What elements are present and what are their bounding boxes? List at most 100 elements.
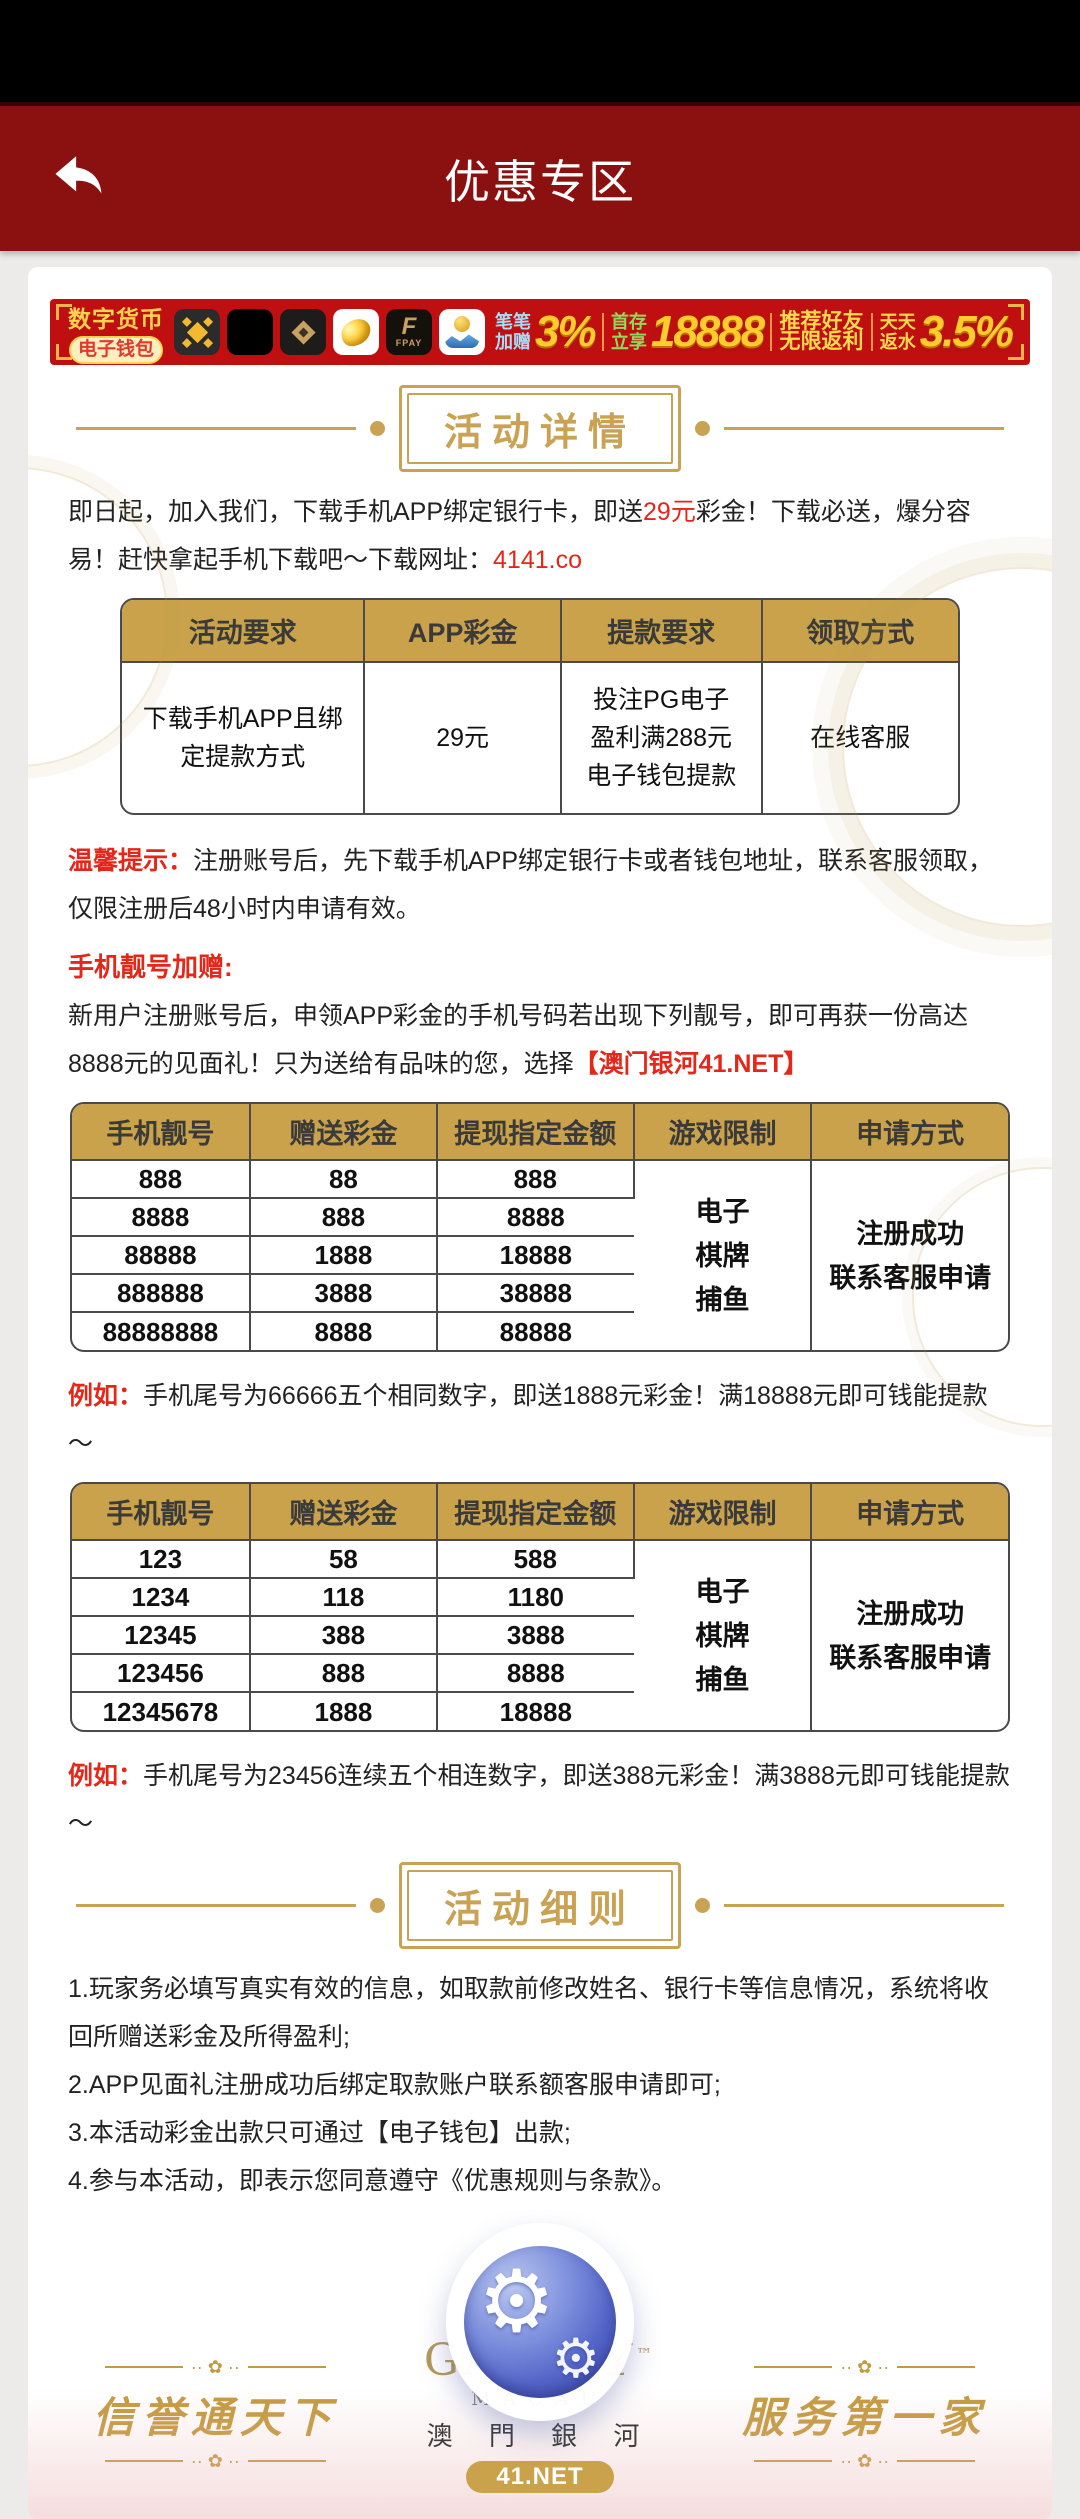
- digital-currency-label: 数字货币 电子钱包: [68, 300, 164, 364]
- example-paragraph: 例如：手机尾号为66666五个相同数字，即送1888元彩金！满18888元即可钱…: [68, 1382, 988, 1458]
- lucky-table-8s: 手机靓号 赠送彩金 提现指定金额 游戏限制 申请方式 888 88 888 电子 棋牌 捕鱼 注册成功…: [70, 1102, 1010, 1352]
- banner-corner: [1008, 304, 1024, 320]
- status-bar: [0, 0, 1080, 102]
- e-wallet-pill: 电子钱包: [68, 336, 163, 364]
- ornament: ·· ✿ ··: [697, 2357, 1032, 2378]
- table-row: 12345678 1888 18888: [72, 1691, 1008, 1730]
- table-cell: 388: [249, 1615, 439, 1654]
- fpay-icon: F FPAY: [386, 309, 432, 355]
- withdraw-cell: 投注PG电子 盈利满288元 电子钱包提款: [560, 661, 763, 813]
- offer-divider: [601, 313, 604, 351]
- digital-currency-text: 数字货币: [68, 306, 164, 332]
- table-cell: 123: [72, 1539, 251, 1578]
- table-row: 123 58 588 电子 棋牌 捕鱼 注册成功 联系客服申请: [72, 1539, 1008, 1730]
- offer-divider: [770, 313, 773, 351]
- bonus-cell: 29元: [364, 661, 562, 813]
- table-cell: 12345: [72, 1615, 251, 1654]
- tokenpocket-icon: [280, 309, 326, 355]
- footer: ⚙ ⚙ ·· ✿ ·· 信誉通天下 ·· ✿ ·· GALAXY™ MACAU …: [48, 2223, 1032, 2493]
- table-cell: 588: [437, 1539, 635, 1578]
- offer-label: 笔笔 加赠: [495, 312, 531, 352]
- table-row: 123456 888 8888: [72, 1653, 1008, 1692]
- table-cell: 118: [249, 1577, 439, 1616]
- offer-value: 3.5%: [919, 307, 1014, 356]
- table-cell: 3888: [249, 1273, 439, 1312]
- activity-table: 活动要求 APP彩金 提款要求 领取方式 下载手机APP且绑定提款方式 29元 …: [120, 598, 960, 815]
- table-cell: 1888: [249, 1691, 439, 1730]
- table-row: 8888 888 8888: [72, 1197, 1008, 1236]
- column-header: 赠送彩金: [249, 1484, 439, 1540]
- table-cell: 1888: [249, 1235, 439, 1274]
- banner-offer: 笔笔 加赠 3%: [495, 307, 597, 357]
- method-cell: 在线客服: [761, 661, 958, 813]
- banner-corner: [56, 344, 72, 360]
- app-header: 优惠专区: [0, 102, 1080, 251]
- ornament: ·· ✿ ··: [48, 2357, 383, 2378]
- table-cell: 58: [249, 1539, 439, 1578]
- column-header: 提现指定金额: [437, 1484, 635, 1540]
- rule-item: 2.APP见面礼注册成功后绑定取款账户联系额客服申请即可;: [68, 2071, 721, 2099]
- gear-icon: ⚙: [551, 2327, 600, 2390]
- table-cell: 12345678: [72, 1691, 251, 1730]
- table-cell: 18888: [437, 1691, 634, 1730]
- column-header: 提款要求: [560, 600, 763, 662]
- ornament: ·· ✿ ··: [48, 2451, 383, 2472]
- section-title: 活动细则: [444, 1889, 637, 1931]
- settings-fab[interactable]: ⚙ ⚙: [446, 2223, 634, 2421]
- ornament: ·· ✿ ··: [697, 2451, 1032, 2472]
- offer-label: 天天 返水: [879, 312, 916, 352]
- game-limit-cell: 电子 棋牌 捕鱼: [633, 1159, 813, 1350]
- back-button[interactable]: [44, 143, 116, 215]
- column-header: 赠送彩金: [249, 1104, 439, 1160]
- intro-paragraph: 即日起，加入我们，下载手机APP绑定银行卡，即送29元彩金！下载必送，爆分容易！…: [68, 498, 971, 574]
- promo-card: 数字货币 电子钱包 F FPAY 笔笔 加赠 3% 首存 立享 18888 推荐好友 无限返利: [28, 267, 1052, 2519]
- column-header: 游戏限制: [633, 1484, 813, 1540]
- gold-bean-icon: [333, 309, 379, 355]
- table-row: 88888888 8888 88888: [72, 1311, 1008, 1350]
- column-header: 活动要求: [122, 600, 366, 662]
- motto-right-text: 服务第一家: [742, 2392, 988, 2442]
- brand-highlight: 【澳门银河41.NET】: [573, 1050, 809, 1078]
- rule-item: 3.本活动彩金出款只可通过【电子钱包】出款;: [68, 2119, 571, 2147]
- table-cell: 1234: [72, 1577, 251, 1616]
- column-header: 申请方式: [811, 1484, 1008, 1540]
- table-cell: 888888: [72, 1273, 251, 1312]
- download-url-link[interactable]: 4141.co: [493, 546, 582, 574]
- table-cell: 8888: [437, 1653, 634, 1692]
- section-header-rules: 活动细则: [76, 1862, 1005, 1949]
- fab-circle: ⚙ ⚙: [464, 2246, 616, 2398]
- binance-icon: [174, 309, 220, 355]
- table-cell: 18888: [437, 1235, 634, 1274]
- page-content: 数字货币 电子钱包 F FPAY 笔笔 加赠 3% 首存 立享 18888 推荐好友 无限返利: [0, 251, 1080, 2519]
- bonus-amount: 29元: [643, 498, 696, 526]
- crypto-wallet-banner[interactable]: 数字货币 电子钱包 F FPAY 笔笔 加赠 3% 首存 立享 18888 推荐好友 无限返利: [50, 299, 1030, 365]
- table-row: 888 88 888 电子 棋牌 捕鱼 注册成功 联系客服申请: [72, 1159, 1008, 1350]
- brand-domain-badge: 41.NET: [466, 2461, 614, 2493]
- apply-method-cell: 注册成功 联系客服申请: [811, 1539, 1008, 1730]
- wallet-icon-row: F FPAY: [174, 309, 485, 355]
- okx-icon: [227, 309, 273, 355]
- offer-divider: [870, 313, 873, 351]
- table-cell: 888: [437, 1159, 635, 1198]
- column-header: 手机靓号: [72, 1484, 251, 1540]
- table-cell: 888: [249, 1197, 439, 1236]
- offer-value: 3%: [535, 307, 597, 356]
- gear-icon: ⚙: [478, 2252, 556, 2352]
- banner-offer: 首存 立享 18888: [611, 307, 765, 357]
- table-row: 下载手机APP且绑定提款方式 29元 投注PG电子 盈利满288元 电子钱包提款…: [122, 661, 958, 813]
- page-title: 优惠专区: [444, 155, 636, 208]
- rule-item: 4.参与本活动，即表示您同意遵守《优惠规则与条款》。: [68, 2167, 677, 2195]
- motto-left-text: 信誉通天下: [92, 2392, 338, 2442]
- table-row: 888888 3888 38888: [72, 1273, 1008, 1312]
- table-cell: 123456: [72, 1653, 251, 1692]
- table-cell: 888: [72, 1159, 251, 1198]
- lucky-table-sequence: 手机靓号 赠送彩金 提现指定金额 游戏限制 申请方式 123 58 588 电子 棋牌 捕鱼 注册成功…: [70, 1482, 1010, 1732]
- section-badge: 活动细则: [399, 1862, 682, 1949]
- table-cell: 8888: [72, 1197, 251, 1236]
- table-row: 1234 118 1180: [72, 1577, 1008, 1616]
- rule-item: 1.玩家务必填写真实有效的信息，如取款前修改姓名、银行卡等信息情况，系统将收回所…: [68, 1975, 989, 2051]
- lucky-number-intro: 新用户注册账号后，申领APP彩金的手机号码若出现下列靓号，即可再获一份高达888…: [68, 1002, 969, 1078]
- requirement-cell: 下载手机APP且绑定提款方式: [122, 661, 366, 813]
- warm-tip: 温馨提示：注册账号后，先下载手机APP绑定银行卡或者钱包地址，联系客服领取，仅限…: [68, 847, 994, 923]
- column-header: 申请方式: [811, 1104, 1008, 1160]
